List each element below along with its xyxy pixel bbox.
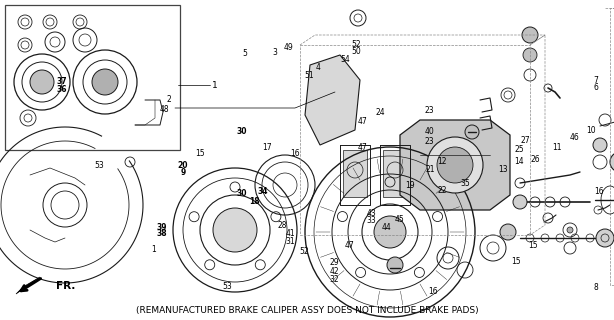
Text: 25: 25 [514,146,524,155]
Text: 28: 28 [278,221,287,230]
Text: 41: 41 [286,229,295,238]
Circle shape [213,208,257,252]
Text: 15: 15 [511,257,521,266]
Text: 18: 18 [249,196,260,205]
Text: 19: 19 [405,181,415,190]
Text: 22: 22 [437,186,447,195]
Bar [5,5,180,150]
Text: 31: 31 [286,237,295,246]
Text: 29: 29 [330,258,340,267]
Text: 5: 5 [242,50,247,59]
Text: 34: 34 [257,188,268,196]
Text: 47: 47 [357,117,367,126]
Text: 49: 49 [284,43,293,52]
Text: 23: 23 [425,106,435,115]
Circle shape [513,195,527,209]
Polygon shape [383,150,407,197]
Polygon shape [343,150,367,197]
Text: 20: 20 [177,161,188,170]
Text: 9: 9 [181,168,185,177]
Text: 47: 47 [345,242,355,251]
Circle shape [522,27,538,43]
Text: 2: 2 [166,94,171,103]
Polygon shape [16,277,40,294]
Text: 53: 53 [222,282,232,291]
Text: 1: 1 [212,81,218,90]
Text: 27: 27 [520,136,530,145]
Text: 52: 52 [351,40,361,49]
Text: 23: 23 [425,137,435,146]
Text: 3: 3 [273,48,278,57]
Text: FR.: FR. [56,281,76,291]
Text: 13: 13 [499,165,508,174]
Text: 7: 7 [593,76,598,85]
Text: (REMANUFACTURED BRAKE CALIPER ASSY DOES NOT INCLUDE BRAKE PADS): (REMANUFACTURED BRAKE CALIPER ASSY DOES … [136,306,478,315]
Circle shape [387,257,403,273]
Text: 36: 36 [56,85,67,94]
Circle shape [427,137,483,193]
Text: 42: 42 [330,267,340,276]
Text: 43: 43 [367,209,376,218]
Text: 40: 40 [425,127,435,137]
Circle shape [374,216,406,248]
Text: 15: 15 [528,242,538,251]
Text: 30: 30 [236,189,247,198]
Circle shape [437,147,473,183]
Text: 47: 47 [357,142,367,151]
Text: 24: 24 [376,108,386,117]
Text: 11: 11 [552,142,562,151]
Circle shape [610,152,614,172]
Polygon shape [305,55,360,145]
Text: 12: 12 [437,157,447,166]
Text: 37: 37 [56,77,67,86]
Text: 46: 46 [569,133,579,142]
Text: 16: 16 [594,188,604,196]
Text: 16: 16 [428,286,438,295]
Text: 26: 26 [530,155,540,164]
Text: 35: 35 [460,179,470,188]
Text: 4: 4 [316,63,321,72]
Text: 8: 8 [593,284,598,292]
Polygon shape [400,120,510,210]
Text: 30: 30 [236,127,247,137]
Circle shape [92,69,118,95]
Text: 14: 14 [514,157,524,166]
Text: 52: 52 [299,247,309,257]
Text: 51: 51 [304,70,314,79]
Circle shape [30,70,54,94]
Text: 44: 44 [382,223,392,233]
Text: 48: 48 [160,105,169,114]
Text: 38: 38 [156,229,167,238]
Text: 10: 10 [586,126,596,135]
Text: 54: 54 [340,55,350,65]
Text: 15: 15 [195,148,204,157]
Circle shape [500,224,516,240]
Circle shape [593,138,607,152]
Text: 53: 53 [95,161,104,170]
Text: 17: 17 [262,142,272,151]
Text: 45: 45 [394,214,404,223]
Text: 50: 50 [351,46,361,55]
Circle shape [523,48,537,62]
Circle shape [567,227,573,233]
Circle shape [596,229,614,247]
Text: 21: 21 [425,165,435,174]
Text: 6: 6 [593,83,598,92]
Text: 16: 16 [290,148,300,157]
Text: 32: 32 [330,275,340,284]
Text: 39: 39 [156,223,167,232]
Text: 1: 1 [151,244,156,253]
Circle shape [465,125,479,139]
Text: 33: 33 [367,216,376,225]
